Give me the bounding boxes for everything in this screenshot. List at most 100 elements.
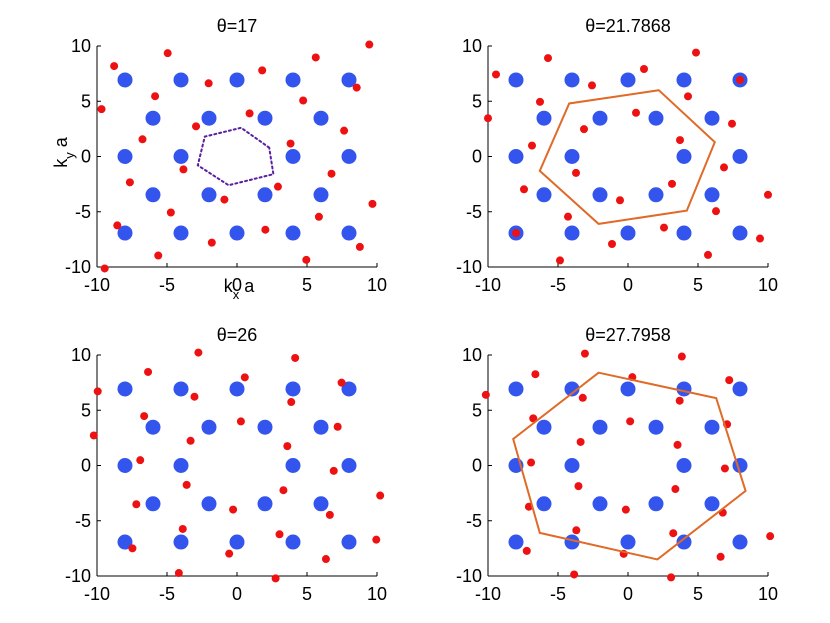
red-lattice-point (93, 387, 102, 396)
red-lattice-point (220, 195, 229, 204)
blue-lattice-point (704, 110, 720, 126)
x-tick-label: -5 (550, 275, 566, 295)
blue-lattice-point (173, 72, 189, 88)
red-lattice-point (225, 549, 234, 558)
blue-lattice-point (704, 496, 720, 512)
red-lattice-point (178, 524, 187, 533)
red-lattice-point (511, 229, 520, 238)
x-tick-label: 5 (693, 584, 703, 604)
red-lattice-point (536, 97, 545, 106)
red-lattice-point (337, 378, 346, 387)
red-lattice-point (580, 349, 589, 358)
blue-lattice-point (536, 419, 552, 435)
blue-lattice-point (341, 381, 357, 397)
blue-lattice-point (536, 187, 552, 203)
red-lattice-point (572, 526, 581, 535)
red-lattice-point (166, 208, 175, 217)
red-lattice-point (138, 135, 147, 144)
red-lattice-point (190, 392, 199, 401)
red-lattice-point (576, 437, 585, 446)
red-lattice-point (531, 370, 540, 379)
red-lattice-point (671, 485, 680, 494)
blue-lattice-point (201, 110, 217, 126)
red-lattice-point (365, 40, 374, 49)
red-lattice-point (621, 505, 630, 514)
red-lattice-point (763, 190, 772, 199)
blue-lattice-point (145, 419, 161, 435)
blue-lattice-point (117, 458, 133, 473)
red-lattice-point (677, 352, 686, 361)
red-lattice-point (355, 242, 364, 251)
blue-lattice-point (676, 534, 692, 550)
red-lattice-point (368, 199, 377, 208)
panel-title: θ=21.7868 (585, 16, 671, 36)
blue-lattice-point (676, 72, 692, 88)
red-lattice-point (291, 353, 300, 362)
red-lattice-point (340, 126, 349, 135)
red-lattice-point (675, 396, 684, 405)
x-tick-label: -5 (159, 275, 175, 295)
x-tick-label: -10 (475, 275, 501, 295)
blue-lattice-point (257, 187, 273, 203)
blue-lattice-point (229, 225, 245, 241)
x-tick-label: 0 (232, 584, 242, 604)
y-tick-label: 0 (81, 456, 91, 476)
red-lattice-point (245, 109, 254, 118)
red-lattice-point (529, 414, 538, 423)
blue-lattice-point (592, 419, 608, 435)
red-lattice-point (574, 482, 583, 491)
blue-lattice-point (648, 496, 664, 512)
blue-lattice-point (341, 458, 357, 473)
panel-2: θ=21.7868 -10 -5 0 5 10 10 5 0 -5 -10 (456, 16, 778, 295)
red-lattice-point (321, 555, 330, 564)
red-lattice-point (720, 464, 729, 473)
y-tick-label: -5 (75, 202, 91, 222)
blue-lattice-point (536, 110, 552, 126)
blue-lattice-point (620, 225, 636, 241)
blue-lattice-point (313, 496, 329, 512)
red-lattice-point (615, 196, 624, 205)
y-tick-label: 0 (81, 147, 91, 167)
x-tick-label: 10 (758, 584, 778, 604)
red-lattice-point (607, 239, 616, 248)
y-tick-label: 5 (472, 400, 482, 420)
blue-lattice-point (145, 496, 161, 512)
blue-lattice-point (285, 458, 301, 473)
blue-lattice-point (145, 110, 161, 126)
blue-lattice-point (508, 149, 524, 164)
red-lattice-point (692, 48, 701, 57)
red-lattice-point (481, 390, 490, 399)
y-tick-label: 10 (462, 345, 482, 365)
blue-lattice-point (508, 534, 524, 550)
y-tick-label: 10 (71, 345, 91, 365)
panel-1: θ=17 -10 -5 0 5 10 10 5 0 -5 -10 kx a ky a (51, 16, 387, 302)
x-tick-label: -5 (159, 584, 175, 604)
red-lattice-point (314, 212, 323, 221)
blue-lattice-point (508, 72, 524, 88)
red-lattice-point (207, 238, 216, 247)
red-lattice-point (100, 264, 109, 273)
y-tick-label: -10 (65, 566, 91, 586)
blue-lattice-point (564, 458, 580, 473)
blue-lattice-point (676, 458, 692, 473)
red-lattice-point (110, 62, 119, 71)
red-lattice-point (716, 552, 725, 561)
x-tick-label: 5 (302, 275, 312, 295)
panel-4: θ=27.7958 -10 -5 0 5 10 10 5 0 -5 -10 (456, 325, 778, 604)
red-lattice-point (299, 96, 308, 105)
red-lattice-point (182, 480, 191, 489)
blue-lattice-point (564, 381, 580, 397)
blue-lattice-point (285, 72, 301, 88)
y-tick-label: -5 (75, 511, 91, 531)
y-tick-label: 5 (81, 400, 91, 420)
blue-lattice-point (732, 534, 748, 550)
blue-lattice-point (341, 225, 357, 241)
blue-lattice-point (117, 225, 133, 241)
red-lattice-point (154, 251, 163, 260)
red-lattice-point (97, 105, 106, 114)
red-lattice-point (89, 431, 98, 440)
x-tick-label: 0 (232, 275, 242, 295)
blue-lattice-point (648, 110, 664, 126)
red-lattice-point (640, 65, 649, 74)
y-tick-label: 5 (81, 91, 91, 111)
